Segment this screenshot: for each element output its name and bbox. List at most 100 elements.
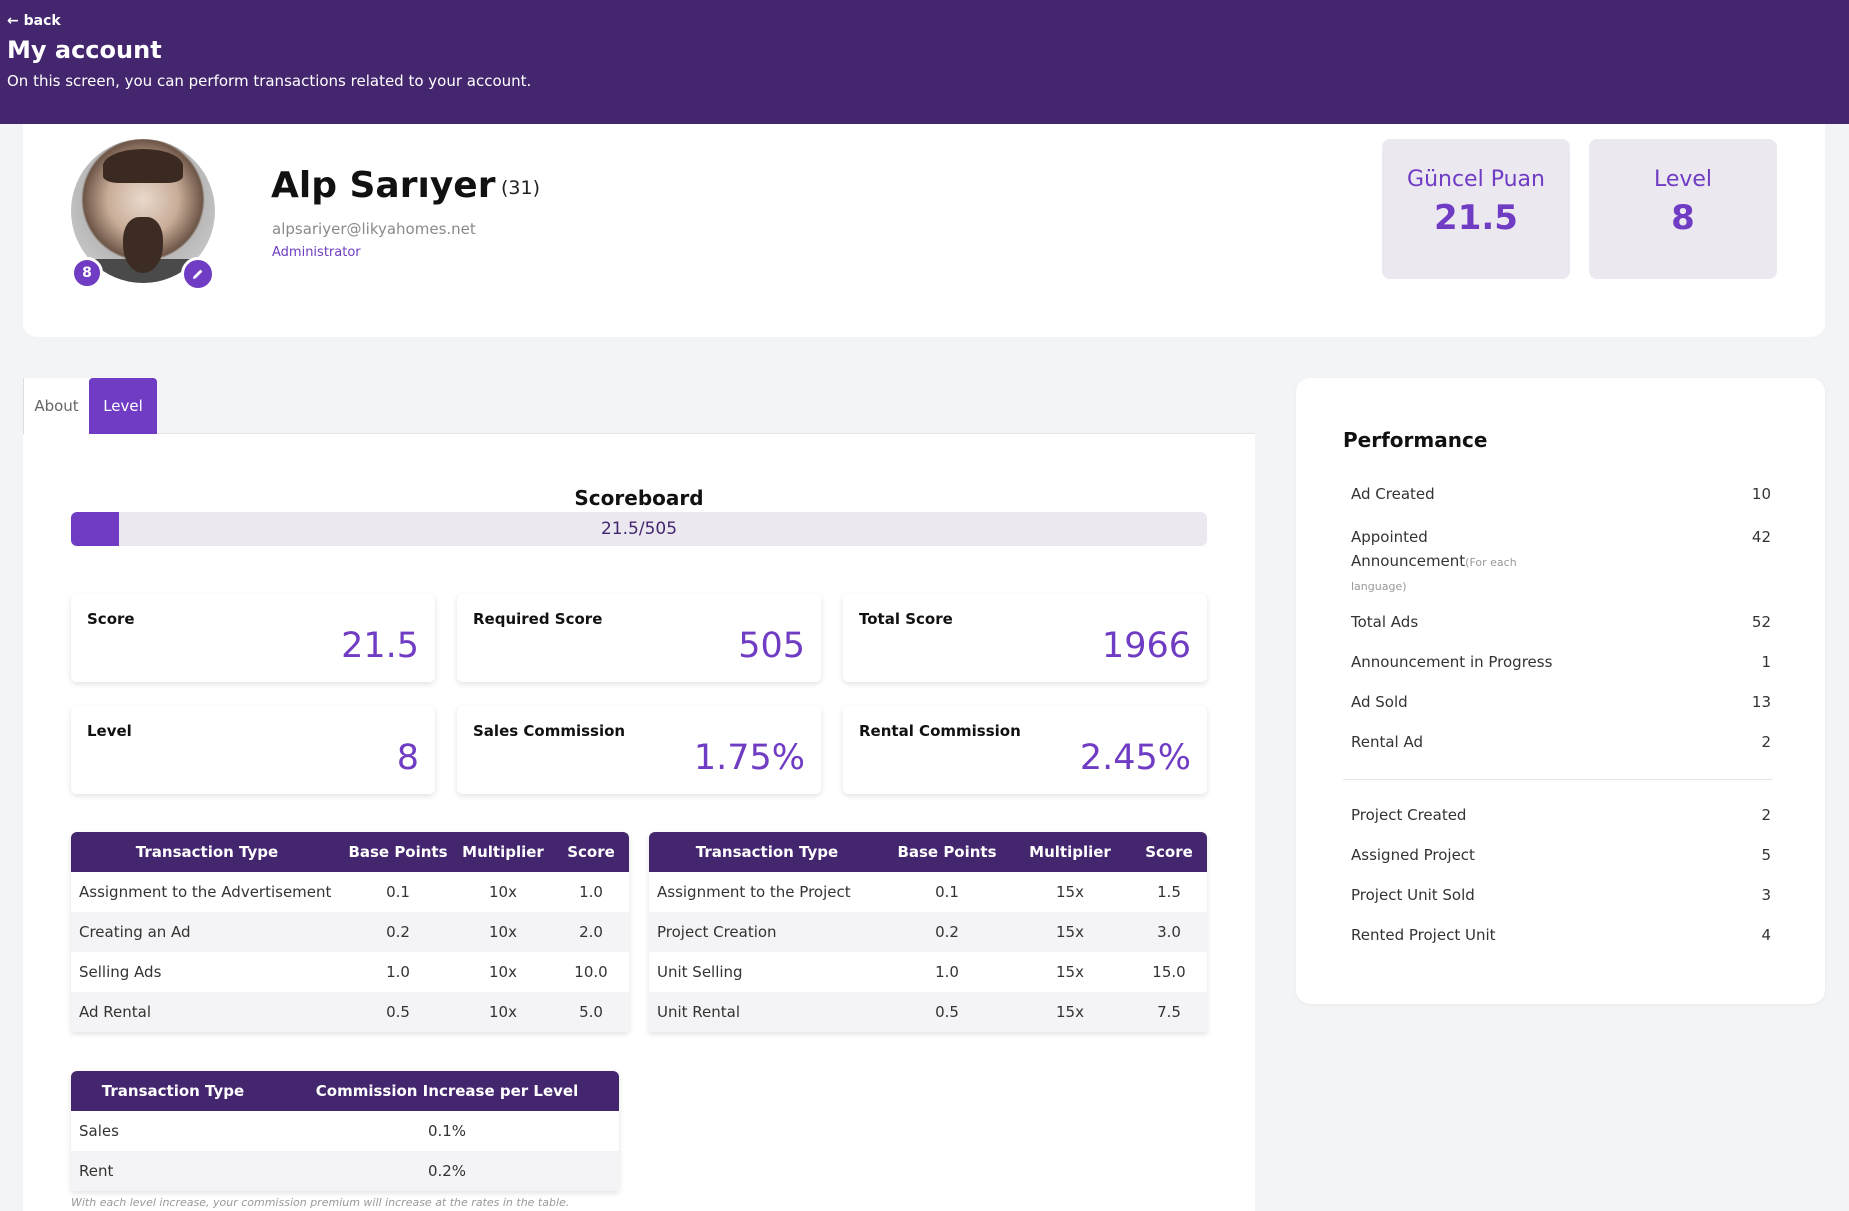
metric-label: Rental Commission bbox=[859, 722, 1021, 740]
pencil-icon-svg bbox=[193, 269, 203, 279]
table-cell: 3.0 bbox=[1131, 912, 1207, 952]
performance-value: 2 bbox=[1761, 806, 1771, 824]
pencil-icon[interactable] bbox=[181, 257, 215, 291]
level-panel: Scoreboard 21.5/505 Score 21.5 Required … bbox=[23, 434, 1255, 1211]
metric-card-level: Level 8 bbox=[71, 706, 435, 794]
project-points-table: Transaction Type Base Points Multiplier … bbox=[649, 832, 1207, 1032]
table-cell: Project Creation bbox=[649, 912, 885, 952]
table-cell: 10.0 bbox=[574, 963, 608, 981]
performance-label: Announcement in Progress bbox=[1351, 653, 1553, 671]
metric-label: Sales Commission bbox=[473, 722, 626, 740]
table-header-cell: Multiplier bbox=[1009, 832, 1131, 872]
performance-row: Project Created 2 bbox=[1351, 806, 1771, 824]
table-header-cell: Transaction Type bbox=[71, 832, 343, 872]
table-row: Unit Rental 0.5 15x 7.5 bbox=[649, 992, 1207, 1032]
table-cell: 15.0 bbox=[1152, 963, 1186, 981]
table-cell: Assignment to the Project bbox=[657, 883, 851, 901]
metric-label: Total Score bbox=[859, 610, 953, 628]
commission-note: With each level increase, your commissio… bbox=[71, 1196, 570, 1209]
progress-text: 21.5/505 bbox=[600, 519, 678, 539]
metric-label: Level bbox=[87, 722, 132, 740]
ad-points-table: Transaction Type Base Points Multiplier … bbox=[71, 832, 629, 1032]
table-cell: 0.2% bbox=[275, 1151, 619, 1191]
metric-card-rental-commission: Rental Commission 2.45% bbox=[843, 706, 1207, 794]
metric-value: 505 bbox=[738, 626, 805, 666]
metric-card-total-score: Total Score 1966 bbox=[843, 594, 1207, 682]
table-cell: 0.5 bbox=[885, 992, 1009, 1032]
table-header-row: Transaction Type Base Points Multiplier … bbox=[71, 832, 629, 872]
table-cell: Sales bbox=[79, 1122, 119, 1140]
table-cell: 15x bbox=[1009, 912, 1131, 952]
table-cell: Unit Selling bbox=[657, 963, 743, 981]
performance-row: Announcement in Progress 1 bbox=[1351, 653, 1771, 671]
page-subtitle: On this screen, you can perform transact… bbox=[7, 72, 532, 90]
scoreboard-title: Scoreboard bbox=[574, 486, 704, 510]
table-cell: 10x bbox=[453, 992, 553, 1032]
avatar-hair bbox=[103, 149, 183, 183]
table-row: Assignment to the Advertisement 0.1 10x … bbox=[71, 872, 629, 912]
performance-label-note: (For each bbox=[1465, 556, 1517, 569]
table-cell: 7.5 bbox=[1131, 992, 1207, 1032]
profile-role: Administrator bbox=[272, 245, 361, 260]
metric-value: 8 bbox=[396, 738, 419, 778]
level-box-label: Level bbox=[1653, 167, 1713, 192]
table-row: Ad Rental 0.5 10x 5.0 bbox=[71, 992, 629, 1032]
table-header-cell: Base Points bbox=[885, 832, 1009, 872]
table-cell: Rent bbox=[71, 1151, 275, 1191]
performance-label-note-cont: language) bbox=[1351, 580, 1407, 593]
metric-label: Required Score bbox=[473, 610, 603, 628]
table-row: Sales 0.1% bbox=[71, 1111, 619, 1151]
table-header-cell: Transaction Type bbox=[649, 832, 885, 872]
table-cell: 1.0 bbox=[579, 883, 603, 901]
commission-table: Transaction Type Commission Increase per… bbox=[71, 1071, 619, 1191]
profile-card: 8 Alp Sarıyer (31) alpsariyer@likyahomes… bbox=[23, 124, 1825, 337]
page-header: ← back My account On this screen, you ca… bbox=[0, 0, 1849, 124]
tab-about[interactable]: About bbox=[23, 378, 89, 434]
current-points-box: Güncel Puan 21.5 bbox=[1382, 139, 1570, 279]
back-link[interactable]: ← back bbox=[7, 13, 61, 29]
table-cell: 0.2 bbox=[885, 912, 1009, 952]
performance-row: Ad Created 10 bbox=[1351, 485, 1771, 503]
table-cell: 15x bbox=[1009, 992, 1131, 1032]
metric-label: Score bbox=[87, 610, 135, 628]
performance-row: Rented Project Unit 4 bbox=[1351, 926, 1771, 944]
level-box-value: 8 bbox=[1671, 198, 1695, 238]
tab-level[interactable]: Level bbox=[89, 378, 157, 434]
table-row: Project Creation 0.2 15x 3.0 bbox=[649, 912, 1207, 952]
performance-value: 52 bbox=[1751, 613, 1771, 631]
table-cell: 0.5 bbox=[343, 992, 453, 1032]
table-cell: 0.1 bbox=[935, 883, 959, 901]
table-cell: 1.0 bbox=[386, 963, 410, 981]
performance-label: Total Ads bbox=[1351, 613, 1419, 631]
table-cell: 5.0 bbox=[553, 992, 629, 1032]
table-header-cell: Transaction Type bbox=[71, 1071, 275, 1111]
table-cell: 10x bbox=[489, 963, 517, 981]
performance-label: Assigned Project bbox=[1351, 846, 1475, 864]
performance-row: Appointed Announcement(For each language… bbox=[1351, 525, 1771, 599]
performance-row: Assigned Project 5 bbox=[1351, 846, 1771, 864]
page-title: My account bbox=[7, 36, 162, 64]
avatar-beard bbox=[123, 217, 163, 273]
table-row: Selling Ads 1.0 10x 10.0 bbox=[71, 952, 629, 992]
table-header-cell: Commission Increase per Level bbox=[275, 1071, 619, 1111]
performance-row: Ad Sold 13 bbox=[1351, 693, 1771, 711]
metric-value: 21.5 bbox=[341, 626, 419, 666]
current-points-label: Güncel Puan bbox=[1407, 167, 1545, 192]
table-cell: 0.1% bbox=[427, 1122, 467, 1140]
table-cell: 1.5 bbox=[1157, 883, 1181, 901]
table-header-cell: Score bbox=[1131, 832, 1207, 872]
profile-email: alpsariyer@likyahomes.net bbox=[272, 220, 476, 238]
table-cell: 0.1 bbox=[386, 883, 410, 901]
table-cell: Creating an Ad bbox=[71, 912, 343, 952]
table-cell: Selling Ads bbox=[79, 963, 162, 981]
performance-row: Project Unit Sold 3 bbox=[1351, 886, 1771, 904]
profile-age: (31) bbox=[501, 177, 541, 199]
table-cell: 1.0 bbox=[935, 963, 959, 981]
performance-card: Performance Ad Created 10 Appointed Anno… bbox=[1296, 378, 1825, 1004]
performance-value: 13 bbox=[1751, 693, 1771, 711]
performance-label: Ad Sold bbox=[1351, 693, 1408, 711]
performance-value: 4 bbox=[1761, 926, 1771, 944]
table-header-row: Transaction Type Base Points Multiplier … bbox=[649, 832, 1207, 872]
performance-row: Total Ads 52 bbox=[1351, 613, 1771, 631]
performance-label: Rented Project Unit bbox=[1351, 926, 1496, 944]
